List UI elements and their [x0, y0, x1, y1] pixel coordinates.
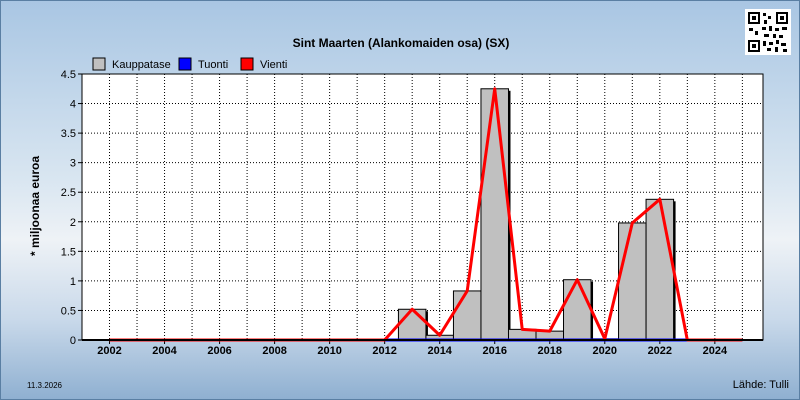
x-tick-label: 2024	[703, 345, 728, 357]
y-tick-label: 3	[70, 158, 76, 170]
footer-date: 11.3.2026	[27, 381, 62, 390]
y-tick-label: 4.5	[61, 69, 76, 81]
legend-label: Kauppatase	[112, 59, 171, 71]
qr-code-icon	[745, 9, 791, 55]
footer-source: Lähde: Tulli	[732, 379, 789, 391]
x-tick-label: 2012	[372, 345, 396, 357]
x-tick-label: 2004	[152, 345, 177, 357]
plot-area: 0 0.5 1 1.5 2 2.5 3 3.5 4 4.5 2002 2004 2006 2008 2010…	[61, 69, 764, 357]
bar	[480, 88, 509, 341]
y-tick-label: 3.5	[61, 128, 76, 140]
y-tick-label: 0.5	[61, 305, 76, 317]
bar	[645, 198, 675, 341]
bar	[397, 308, 427, 341]
x-tick-label: 2020	[593, 345, 617, 357]
chart-title: Sint Maarten (Alankomaiden osa) (SX)	[293, 36, 510, 50]
x-tick-label: 2018	[538, 345, 562, 357]
y-tick-label: 1.5	[61, 246, 76, 258]
bar	[618, 222, 647, 341]
y-tick-label: 2	[70, 217, 76, 229]
x-tick-label: 2022	[648, 345, 672, 357]
legend-swatch	[92, 57, 106, 71]
y-axis-label: * miljoonaa euroa	[28, 156, 42, 256]
legend-swatch	[240, 57, 254, 71]
x-tick-label: 2006	[207, 345, 231, 357]
y-tick-label: 0	[70, 335, 76, 347]
y-tick-label: 2.5	[61, 187, 76, 199]
x-tick-label: 2016	[482, 345, 506, 357]
bar	[452, 290, 482, 341]
legend-label: Tuonti	[198, 59, 228, 71]
x-tick-label: 2002	[97, 345, 121, 357]
legend-label: Vienti	[260, 59, 287, 71]
legend-swatch	[178, 57, 192, 71]
x-tick-label: 2010	[317, 345, 341, 357]
x-tick-label: 2008	[262, 345, 286, 357]
y-tick-label: 1	[70, 276, 76, 288]
bar	[563, 279, 592, 341]
x-tick-label: 2014	[427, 345, 452, 357]
legend: Kauppatase Tuonti Vienti	[92, 57, 287, 71]
y-tick-label: 4	[70, 99, 76, 111]
